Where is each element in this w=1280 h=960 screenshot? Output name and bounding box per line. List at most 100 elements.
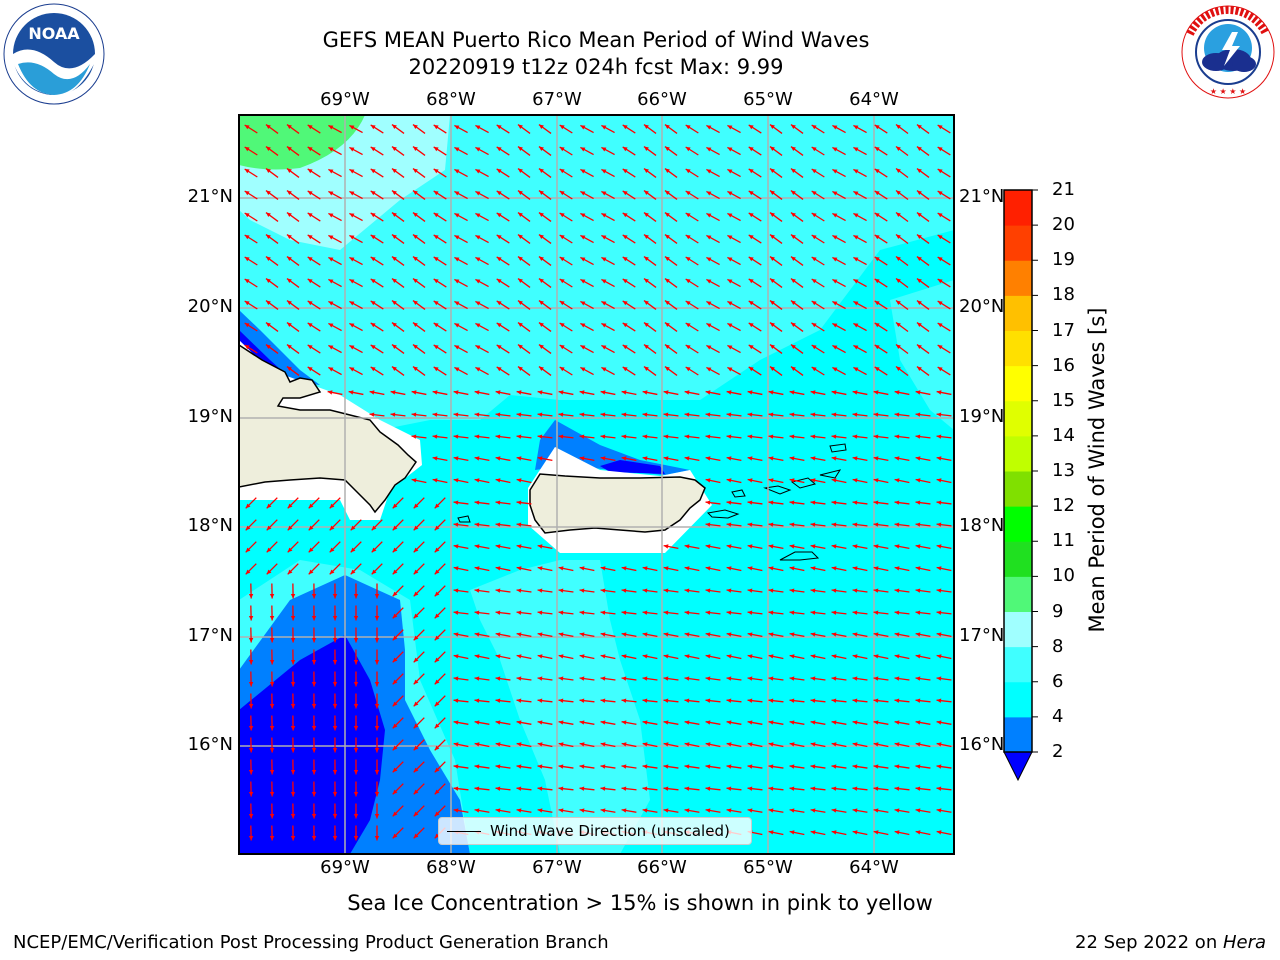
wave-arrow-head xyxy=(622,322,628,328)
wave-arrow-head xyxy=(370,366,376,372)
wave-arrow-head xyxy=(747,742,753,747)
wave-arrow-head xyxy=(517,190,523,195)
sea-ice-note: Sea Ice Concentration > 15% is shown in … xyxy=(347,891,933,915)
wave-arrow-head xyxy=(789,390,795,395)
wave-arrow-head xyxy=(474,654,480,659)
wave-arrow-head xyxy=(391,278,397,283)
wave-arrow-head xyxy=(642,742,648,747)
wave-arrow-head xyxy=(643,344,649,349)
wave-arrow-head xyxy=(516,544,522,549)
wave-arrow-head xyxy=(392,723,398,729)
wave-arrow-head xyxy=(622,124,628,130)
wave-arrow-head xyxy=(413,679,419,685)
wave-arrow-head xyxy=(747,566,753,571)
wave-arrow-head xyxy=(936,698,942,703)
wave-arrow-head xyxy=(349,323,355,328)
wave-arrow-head xyxy=(684,610,690,615)
wave-arrow-head xyxy=(769,124,775,129)
wave-arrow-head xyxy=(831,764,837,769)
chart-title: GEFS MEAN Puerto Rico Mean Period of Win… xyxy=(322,28,870,52)
wave-arrow-head xyxy=(811,367,817,372)
wave-arrow-head xyxy=(937,213,943,218)
wave-arrow-head xyxy=(311,747,317,753)
wave-arrow-head xyxy=(308,525,314,531)
wave-arrow-head xyxy=(244,212,250,218)
wave-arrow-head xyxy=(685,235,691,240)
wave-arrow-head xyxy=(769,322,775,327)
wave-arrow-head xyxy=(873,522,879,527)
colorbar-tick-label: 16 xyxy=(1052,354,1075,376)
wave-arrow-head xyxy=(810,610,816,615)
wave-arrow-head xyxy=(726,434,732,439)
wave-arrow-head xyxy=(831,654,837,659)
wave-arrow-head xyxy=(663,610,669,615)
wave-arrow-head xyxy=(329,525,335,531)
wave-arrow-head xyxy=(332,659,338,665)
wave-arrow-head xyxy=(265,146,271,151)
wave-arrow-head xyxy=(811,323,817,328)
wave-arrow-head xyxy=(307,344,313,350)
wave-arrow-head xyxy=(601,191,607,196)
wave-arrow-head xyxy=(937,147,943,152)
wave-arrow-head xyxy=(894,412,900,417)
wave-arrow-head xyxy=(537,654,543,659)
wave-arrow-head xyxy=(434,569,440,575)
wave-arrow-head xyxy=(374,769,380,775)
wave-arrow-head xyxy=(245,525,251,531)
wave-arrow-head xyxy=(516,500,522,505)
contour-below-2-pr xyxy=(600,460,665,474)
wave-arrow-head xyxy=(538,168,544,173)
wave-arrow-head xyxy=(789,478,795,483)
wave-arrow-head xyxy=(580,235,586,240)
wave-arrow-head xyxy=(916,322,922,327)
wave-arrow-head xyxy=(852,676,858,681)
wave-arrow-head xyxy=(727,191,733,196)
wave-arrow-head xyxy=(329,503,335,509)
wave-arrow-head xyxy=(332,791,338,797)
wave-arrow-head xyxy=(832,191,838,196)
wave-arrow-head xyxy=(411,390,417,395)
wave-arrow-head xyxy=(768,566,774,571)
wave-arrow-head xyxy=(349,235,355,240)
land-culebra xyxy=(731,489,746,498)
wave-arrow-head xyxy=(873,698,879,703)
wave-arrow-head xyxy=(684,786,690,791)
wave-arrow-head xyxy=(832,257,838,262)
wave-arrow-head xyxy=(810,522,816,527)
wave-arrow-head xyxy=(832,367,838,372)
wave-arrow-head xyxy=(517,168,523,173)
wave-arrow-head xyxy=(685,257,691,262)
lat-label-left-19n: 19°N xyxy=(187,406,233,427)
colorbar-segment xyxy=(1004,295,1032,331)
wave-arrow-head xyxy=(558,566,564,571)
wave-arrow-head xyxy=(392,547,398,553)
wave-arrow-head xyxy=(433,234,439,240)
wave-arrow-head xyxy=(370,124,376,130)
colorbar-tick-label: 8 xyxy=(1052,635,1064,657)
wave-arrow-head xyxy=(643,124,649,129)
wave-arrow-head xyxy=(434,679,440,685)
wave-arrow-head xyxy=(852,830,858,835)
wave-arrow-head xyxy=(874,124,880,130)
wave-arrow-head xyxy=(517,124,523,129)
wave-arrow-head xyxy=(937,125,943,130)
wave-arrow-head xyxy=(350,569,356,575)
wave-arrow-head xyxy=(538,344,544,349)
wave-arrow-head xyxy=(726,654,732,659)
wave-arrow-head xyxy=(495,610,501,615)
wave-arrow-head xyxy=(768,456,774,461)
wave-arrow-head xyxy=(705,434,711,439)
wave-arrow-head xyxy=(790,278,796,283)
wave-arrow-head xyxy=(726,632,732,637)
wave-arrow-head xyxy=(727,279,733,284)
wave-arrow-head xyxy=(747,698,753,703)
wave-arrow-head xyxy=(434,745,440,751)
wave-arrow-head xyxy=(747,654,753,659)
wave-arrow-head xyxy=(559,300,565,306)
wave-arrow-head xyxy=(308,547,314,553)
wave-arrow-head xyxy=(769,190,775,195)
wave-arrow-head xyxy=(475,213,481,218)
wave-arrow-head xyxy=(915,456,921,461)
wave-arrow-head xyxy=(663,434,669,439)
wave-arrow-head xyxy=(684,456,690,461)
